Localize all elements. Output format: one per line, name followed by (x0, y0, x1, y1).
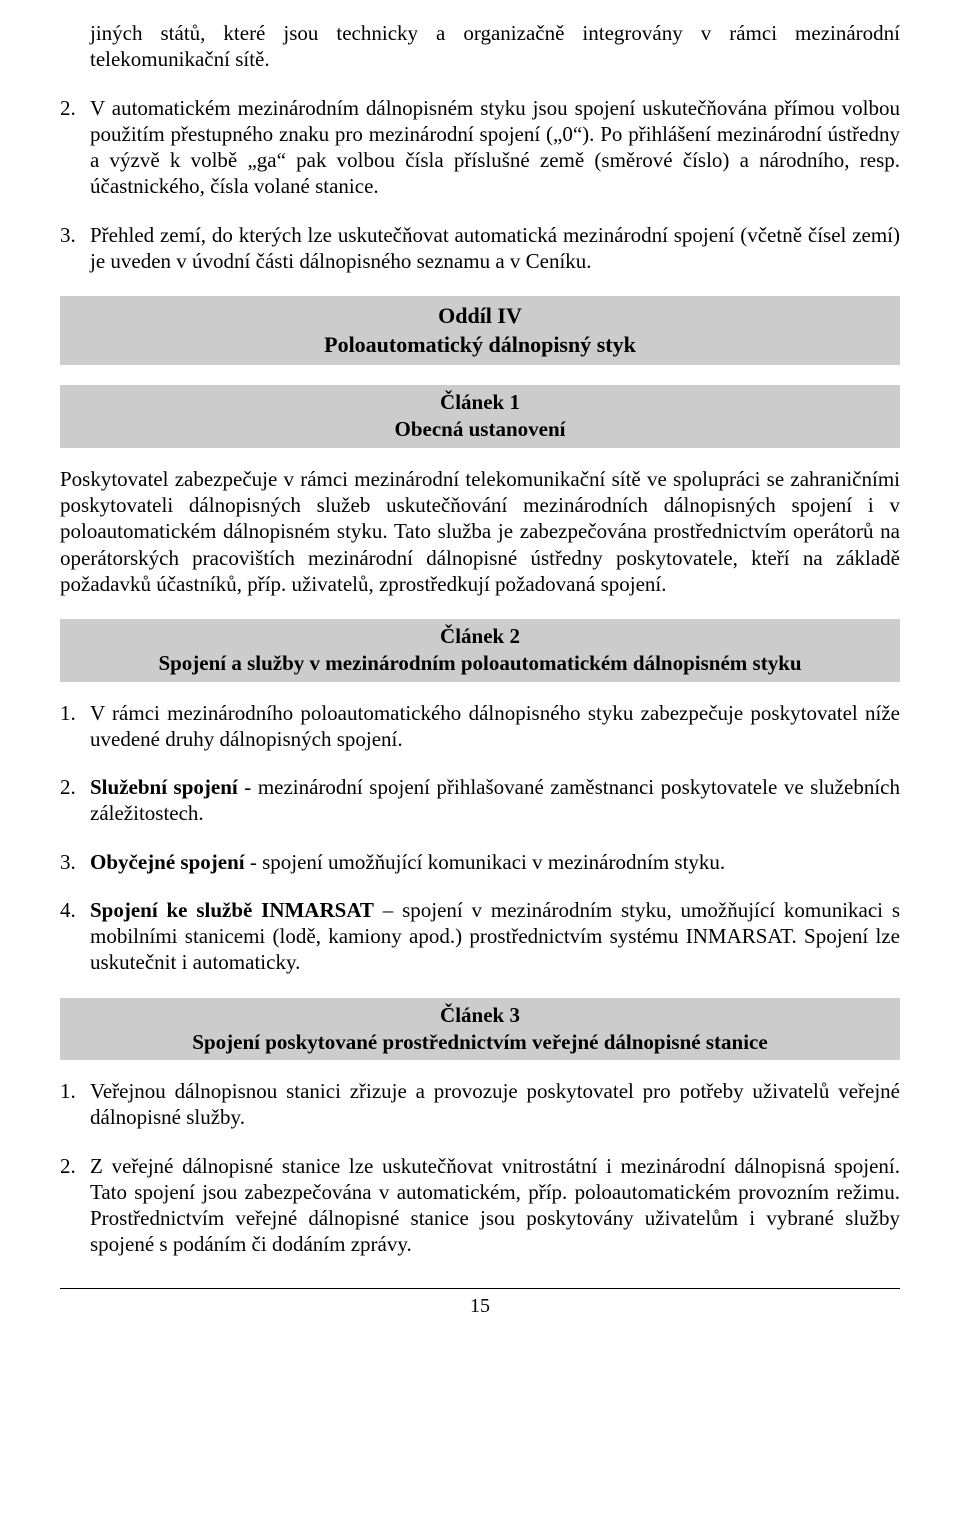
page-number: 15 (470, 1295, 490, 1317)
list-text: Z veřejné dálnopisné stanice lze uskuteč… (90, 1153, 900, 1258)
section-header: Oddíl IV Poloautomatický dálnopisný styk (60, 296, 900, 365)
list-item: 2. Z veřejné dálnopisné stanice lze usku… (60, 1153, 900, 1258)
list-number: 2. (60, 95, 90, 200)
term-bold: Služební spojení (90, 775, 238, 799)
article-header: Článek 3 Spojení poskytované prostřednic… (60, 998, 900, 1061)
list-text: Obyčejné spojení - spojení umožňující ko… (90, 849, 725, 875)
article-number: Článek 1 (60, 389, 900, 416)
list-item: 3. Přehled zemí, do kterých lze uskutečň… (60, 222, 900, 275)
article-title: Obecná ustanovení (60, 416, 900, 443)
list-item: 2. V automatickém mezinárodním dálnopisn… (60, 95, 900, 200)
term-bold: Spojení ke službě INMARSAT (90, 898, 374, 922)
list-text: V rámci mezinárodního poloautomatického … (90, 700, 900, 753)
list-item: 1. V rámci mezinárodního poloautomatické… (60, 700, 900, 753)
article-header: Článek 1 Obecná ustanovení (60, 385, 900, 448)
term-text: - spojení umožňující komunikaci v meziná… (245, 850, 726, 874)
article-number: Článek 2 (60, 623, 900, 650)
document-page: jiných států, které jsou technicky a org… (0, 0, 960, 1358)
list-item: 2. Služební spojení - mezinárodní spojen… (60, 774, 900, 827)
list-text: V automatickém mezinárodním dálnopisném … (90, 95, 900, 200)
list-number: 2. (60, 774, 90, 827)
continued-paragraph: jiných států, které jsou technicky a org… (90, 20, 900, 73)
term-bold: Obyčejné spojení (90, 850, 245, 874)
list-item: 4. Spojení ke službě INMARSAT – spojení … (60, 897, 900, 976)
article-title: Spojení poskytované prostřednictvím veře… (60, 1029, 900, 1056)
list-number: 4. (60, 897, 90, 976)
list-number: 3. (60, 222, 90, 275)
list-item: 1. Veřejnou dálnopisnou stanici zřizuje … (60, 1078, 900, 1131)
page-footer: 15 (60, 1288, 900, 1318)
list-text: Spojení ke službě INMARSAT – spojení v m… (90, 897, 900, 976)
article-header: Článek 2 Spojení a služby v mezinárodním… (60, 619, 900, 682)
list-number: 3. (60, 849, 90, 875)
list-number: 1. (60, 1078, 90, 1131)
list-number: 2. (60, 1153, 90, 1258)
article-title: Spojení a služby v mezinárodním poloauto… (60, 650, 900, 677)
section-subtitle: Poloautomatický dálnopisný styk (60, 331, 900, 360)
list-text: Veřejnou dálnopisnou stanici zřizuje a p… (90, 1078, 900, 1131)
section-title: Oddíl IV (60, 302, 900, 331)
article-number: Článek 3 (60, 1002, 900, 1029)
list-number: 1. (60, 700, 90, 753)
body-paragraph: Poskytovatel zabezpečuje v rámci mezinár… (60, 466, 900, 597)
list-text: Přehled zemí, do kterých lze uskutečňova… (90, 222, 900, 275)
list-item: 3. Obyčejné spojení - spojení umožňující… (60, 849, 900, 875)
list-text: Služební spojení - mezinárodní spojení p… (90, 774, 900, 827)
